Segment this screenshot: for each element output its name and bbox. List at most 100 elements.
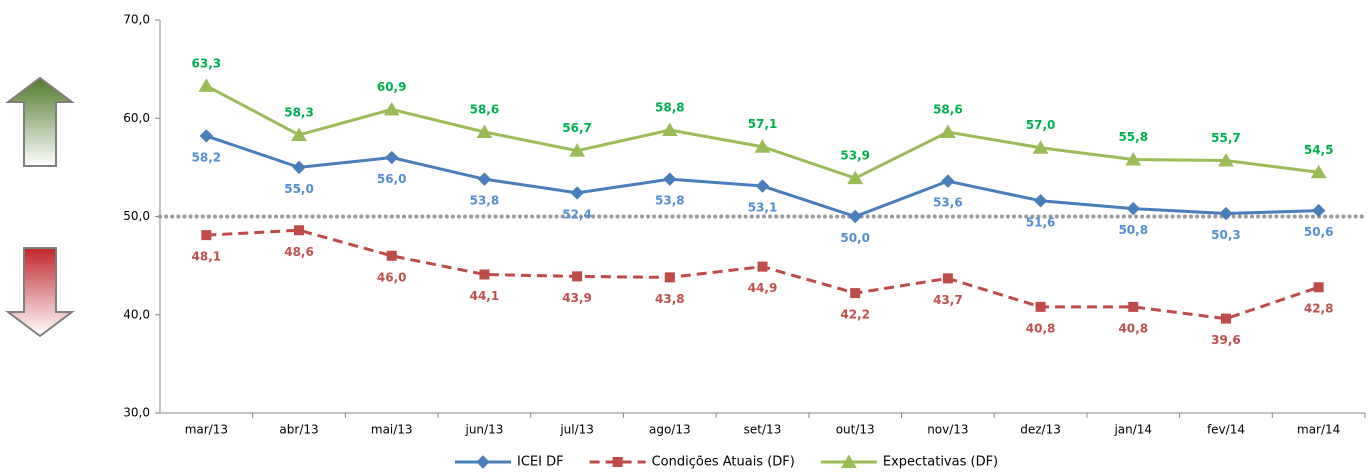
data-label: 55,0 <box>284 182 314 196</box>
data-label: 50,3 <box>1211 228 1241 242</box>
data-label: 55,8 <box>1118 130 1148 144</box>
data-point <box>199 129 214 143</box>
x-tick-label: fev/14 <box>1207 423 1245 437</box>
data-label: 53,9 <box>840 149 870 163</box>
x-tick-label: jun/13 <box>464 423 503 437</box>
data-label: 63,3 <box>192 56 222 70</box>
x-tick-label: set/13 <box>744 423 782 437</box>
data-label: 43,9 <box>562 291 592 305</box>
x-tick-label: jan/14 <box>1113 423 1152 437</box>
data-label: 53,8 <box>470 194 500 208</box>
data-point <box>1126 201 1140 216</box>
y-tick-label: 30,0 <box>123 406 150 420</box>
data-point <box>572 271 583 282</box>
legend-label: ICEI DF <box>517 455 564 470</box>
data-point <box>1219 206 1233 221</box>
data-point <box>940 124 956 139</box>
data-point <box>661 122 678 137</box>
data-point <box>477 172 492 186</box>
data-point <box>848 209 862 224</box>
y-tick-label: 70,0 <box>123 13 150 27</box>
data-point <box>1128 301 1139 312</box>
data-point <box>201 230 212 241</box>
data-point <box>479 269 490 280</box>
data-label: 58,3 <box>284 105 314 119</box>
data-point <box>664 272 675 283</box>
data-label: 46,0 <box>377 270 407 284</box>
data-point <box>754 139 771 153</box>
data-label: 52,4 <box>562 207 592 221</box>
data-label: 53,8 <box>655 194 685 208</box>
series-line <box>206 228 1320 321</box>
data-point <box>663 172 677 186</box>
data-point <box>476 124 493 139</box>
data-point <box>850 288 861 299</box>
data-label: 57,1 <box>748 117 778 131</box>
x-tick-label: mai/13 <box>371 423 413 437</box>
series-line <box>205 84 1319 180</box>
data-point <box>755 179 770 193</box>
data-point <box>1218 153 1234 167</box>
x-tick-label: nov/13 <box>927 423 968 437</box>
down-arrow <box>5 247 75 338</box>
data-point <box>1125 152 1142 166</box>
data-point <box>570 186 584 200</box>
data-point <box>941 174 955 188</box>
data-label: 50,6 <box>1304 225 1334 239</box>
data-label: 44,1 <box>470 289 500 303</box>
data-point <box>569 143 585 157</box>
data-point <box>386 250 397 261</box>
up-arrow <box>5 76 75 167</box>
data-label: 43,7 <box>933 293 963 307</box>
legend-label: Condições Atuais (DF) <box>652 455 795 470</box>
data-label: 48,6 <box>284 245 314 259</box>
data-label: 50,0 <box>840 231 870 245</box>
data-point <box>1032 140 1049 154</box>
data-label: 44,9 <box>748 281 778 295</box>
data-point <box>1035 301 1046 312</box>
data-point <box>383 101 400 116</box>
y-tick-label: 40,0 <box>123 307 150 321</box>
data-label: 48,1 <box>192 250 222 264</box>
y-tick-label: 50,0 <box>123 209 150 223</box>
data-label: 51,6 <box>1026 215 1056 229</box>
data-label: 54,5 <box>1304 143 1334 157</box>
legend-label: Expectativas (DF) <box>883 455 998 470</box>
x-tick-label: mar/13 <box>185 423 228 437</box>
data-point <box>292 160 306 175</box>
data-point <box>942 273 953 284</box>
data-label: 39,6 <box>1211 333 1241 347</box>
data-label: 53,1 <box>748 201 778 215</box>
data-point <box>385 150 399 165</box>
legend-marker <box>476 455 490 469</box>
data-point <box>198 78 215 92</box>
data-label: 57,0 <box>1026 118 1056 132</box>
data-label: 58,6 <box>933 103 963 117</box>
data-label: 58,6 <box>470 103 500 117</box>
x-tick-label: abr/13 <box>279 423 318 437</box>
data-label: 40,8 <box>1026 321 1056 335</box>
data-point <box>847 170 864 185</box>
data-point <box>1310 164 1327 179</box>
data-label: 43,8 <box>655 292 685 306</box>
data-label: 56,0 <box>377 172 407 186</box>
x-tick-label: ago/13 <box>649 423 691 437</box>
data-label: 60,9 <box>377 80 407 94</box>
data-point <box>294 225 305 236</box>
x-tick-label: out/13 <box>836 423 875 437</box>
data-label: 53,6 <box>933 196 963 210</box>
data-point <box>291 127 307 141</box>
y-tick-label: 60,0 <box>123 111 150 125</box>
data-point <box>1033 194 1048 208</box>
data-label: 50,8 <box>1118 223 1148 237</box>
data-point <box>1313 282 1324 293</box>
x-tick-label: mar/14 <box>1297 423 1340 437</box>
data-label: 58,2 <box>192 150 222 164</box>
data-point <box>1220 313 1231 324</box>
data-label: 42,2 <box>840 308 870 322</box>
data-point <box>1311 203 1326 218</box>
data-label: 56,7 <box>562 121 592 135</box>
data-label: 55,7 <box>1211 131 1241 145</box>
legend-marker <box>840 454 857 468</box>
